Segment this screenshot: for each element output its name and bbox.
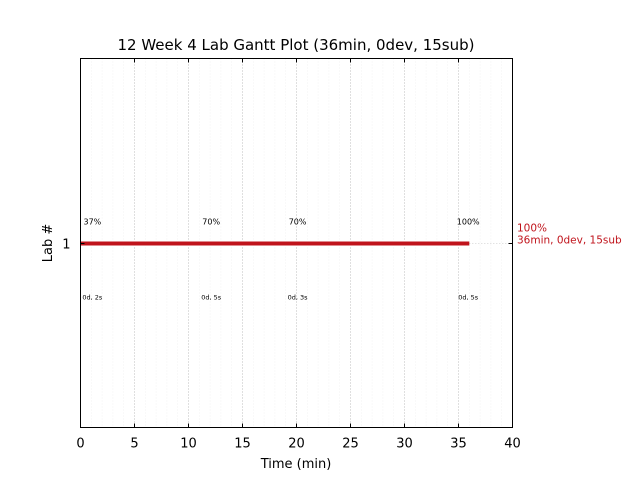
x-ticks: 0 5 10 15 20 25 30 35 40: [76, 58, 521, 452]
x-tick-label: 0: [76, 437, 84, 452]
x-tick-label: 25: [342, 437, 359, 452]
x-tick-label: 10: [180, 437, 197, 452]
y-tick-label: 1: [62, 238, 70, 253]
x-tick-label: 5: [130, 437, 138, 452]
x-tick-label: 20: [288, 437, 305, 452]
lanes: 37% 0d, 2s 70% 0d, 5s 70% 0d, 3s 100% 0d, 5s 100…: [80, 218, 622, 302]
milestone-score-label: 70%: [289, 218, 307, 227]
x-axis-label: Time (min): [260, 457, 332, 472]
lane-end-percent: 100%: [517, 223, 547, 235]
milestone-score-label: 37%: [83, 218, 101, 227]
x-tick-label: 30: [396, 437, 413, 452]
x-tick-label: 40: [504, 437, 521, 452]
chart-title: 12 Week 4 Lab Gantt Plot (36min, 0dev, 1…: [117, 36, 474, 54]
milestone-info-label: 0d, 3s: [288, 294, 309, 302]
y-axis-label: Lab #: [41, 224, 56, 263]
milestone-info-label: 0d, 5s: [458, 294, 479, 302]
x-tick-label: 15: [234, 437, 251, 452]
milestone-info-label: 0d, 5s: [201, 294, 222, 302]
x-tick-label: 35: [450, 437, 467, 452]
y-ticks: 1: [62, 238, 513, 253]
milestone-score-label: 70%: [202, 218, 220, 227]
milestone-info-label: 0d, 2s: [82, 294, 103, 302]
milestone-score-label: 100%: [457, 218, 480, 227]
lane-end-summary: 36min, 0dev, 15sub: [517, 235, 622, 247]
